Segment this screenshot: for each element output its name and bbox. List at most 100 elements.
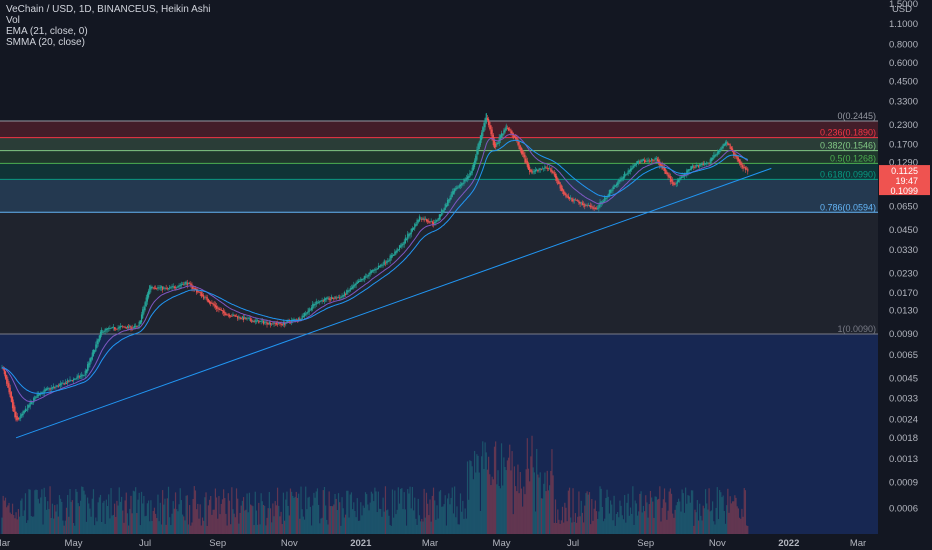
candle-body: [443, 208, 445, 212]
candle-body: [437, 218, 439, 221]
symbol-title[interactable]: VeChain / USD, 1D, BINANCEUS, Heikin Ash…: [6, 4, 211, 15]
volume-bar: [50, 518, 52, 534]
x-tick-label: Sep: [637, 538, 654, 549]
volume-bar: [518, 493, 520, 534]
volume-bar: [581, 512, 584, 534]
volume-bar: [215, 497, 218, 534]
candle-body: [328, 297, 330, 301]
candle-body: [126, 325, 129, 328]
volume-bar: [15, 512, 17, 534]
volume-bar: [64, 520, 66, 534]
candle-body: [625, 174, 627, 176]
candle-body: [746, 168, 748, 170]
candle-body: [695, 164, 697, 168]
volume-bar: [363, 507, 365, 534]
volume-bar: [65, 507, 68, 534]
candle-body: [305, 313, 307, 315]
volume-bar: [695, 512, 697, 534]
candle-body: [635, 162, 637, 166]
candle-body: [516, 137, 518, 142]
volume-bar: [118, 487, 120, 534]
candle-body: [333, 298, 335, 300]
candle-body: [246, 318, 248, 320]
candle-body: [431, 221, 433, 224]
volume-bar: [541, 498, 544, 534]
indicator-vol[interactable]: Vol: [6, 15, 20, 26]
volume-bar: [108, 494, 110, 534]
candle-body: [469, 173, 471, 177]
candle-body: [697, 165, 700, 167]
candle-body: [539, 168, 541, 170]
candle-body: [167, 288, 170, 289]
volume-bar: [151, 520, 153, 534]
volume-bar: [143, 495, 145, 534]
volume-bar: [407, 489, 409, 534]
volume-bar: [197, 503, 199, 534]
volume-bar: [106, 505, 109, 534]
volume-bar: [105, 499, 107, 534]
volume-bar: [11, 503, 14, 534]
candle-body: [405, 238, 408, 241]
candle-body: [337, 297, 340, 299]
candles: [1, 112, 749, 422]
volume-bar: [34, 490, 36, 534]
candle-body: [403, 241, 405, 245]
candle-body: [279, 323, 281, 324]
candle-body: [206, 297, 208, 301]
candle-body: [334, 296, 336, 299]
volume-bar: [551, 449, 553, 534]
volume-bar: [13, 515, 15, 534]
volume-bar: [333, 504, 335, 534]
volume-bar: [16, 519, 18, 534]
volume-bar: [660, 521, 662, 534]
volume-bar: [339, 502, 341, 534]
volume-bar: [293, 497, 295, 534]
candle-body: [631, 168, 633, 170]
candle-body: [621, 178, 623, 180]
candle-body: [105, 328, 107, 331]
volume-bar: [321, 517, 323, 534]
candle-body: [269, 322, 272, 325]
volume-bar: [289, 488, 292, 534]
volume-bar: [316, 488, 319, 534]
trendline[interactable]: [15, 167, 772, 439]
fib-zone: [0, 137, 878, 151]
candle-body: [665, 169, 667, 174]
volume-bar: [696, 500, 698, 534]
candle-body: [373, 270, 375, 271]
candle-body: [108, 328, 110, 329]
candle-body: [633, 164, 635, 168]
volume-bar: [410, 508, 412, 534]
time-axis[interactable]: Mar May Jul Sep Nov 2021 Mar May Jul Sep Nov 2022 Ma…: [0, 534, 932, 550]
volume-bar: [262, 504, 265, 534]
volume-bar: [653, 517, 655, 534]
candle-body: [604, 196, 606, 202]
candle-body: [369, 271, 371, 275]
candle-body: [48, 388, 50, 390]
trendline-line[interactable]: [15, 167, 772, 439]
volume-bar: [136, 513, 138, 534]
candle-body: [61, 382, 63, 385]
indicator-ema[interactable]: EMA (21, close, 0): [6, 26, 88, 37]
candle-body: [291, 320, 293, 323]
candle-body: [56, 385, 58, 387]
volume-bar: [578, 491, 580, 534]
candle-body: [723, 144, 725, 147]
candle-body: [719, 149, 721, 152]
candle-body: [415, 224, 417, 227]
candle-body: [309, 309, 311, 311]
volume-bar: [557, 509, 559, 534]
candle-body: [316, 302, 319, 304]
volume-bar: [71, 500, 73, 534]
volume-bar: [611, 504, 613, 534]
volume-bar: [702, 505, 704, 534]
indicator-smma[interactable]: SMMA (20, close): [6, 37, 85, 48]
candle-body: [446, 199, 449, 206]
candle-body: [462, 183, 464, 185]
candle-body: [602, 200, 605, 203]
candle-body: [190, 283, 192, 286]
candle-body: [662, 167, 664, 169]
candle-body: [451, 191, 453, 197]
